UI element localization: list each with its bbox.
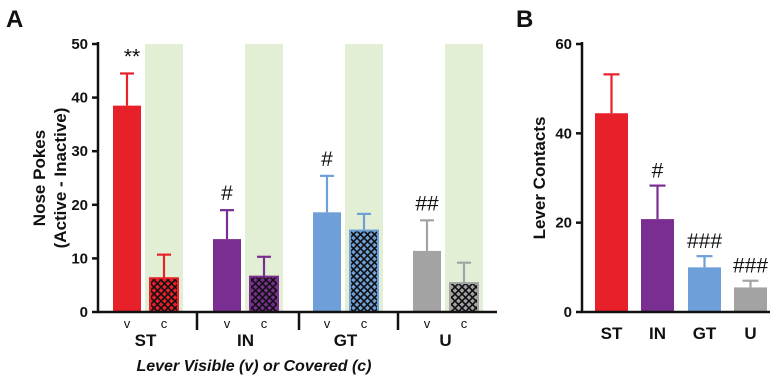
panel-b-ytick-label: 0 [564, 304, 572, 321]
panel-b-xtick-label: ST [601, 324, 623, 343]
panel-a-ytick-label: 10 [71, 250, 88, 267]
bar-b-st [595, 113, 628, 312]
panel-a-cond-label-v: v [224, 316, 231, 331]
panel-a-letter: A [6, 6, 23, 33]
panel-b-ytick-label: 60 [555, 36, 572, 53]
panel-a-ytick-label: 30 [71, 143, 88, 160]
bar-st-visible [113, 105, 141, 312]
bar-b-gt [688, 267, 721, 312]
panel-b-letter: B [516, 6, 533, 33]
bar-gt-covered [349, 229, 379, 313]
panel-b-ylabel: Lever Contacts [530, 117, 549, 240]
panel-a-cond-label-v: v [324, 316, 331, 331]
panel-b-xtick-label: GT [693, 324, 717, 343]
panel-b-xtick-label: IN [649, 324, 666, 343]
panel-a-xlabel: Lever Visible (v) or Covered (c) [136, 358, 371, 375]
bar-gt-visible [313, 212, 341, 312]
panel-b-ytick-label: 40 [555, 125, 572, 142]
bar-in-covered [249, 275, 279, 313]
panel-b-xtick-label: U [744, 324, 756, 343]
panel-a-ytick-label: 50 [71, 36, 88, 53]
panel-a-cond-label-c: c [261, 316, 268, 331]
panel-a-cond-label-v: v [124, 316, 131, 331]
bar-in-visible-annotation: # [221, 182, 233, 205]
panel-a-cond-label-c: c [161, 316, 168, 331]
bar-u-covered [449, 282, 479, 313]
panel-a-cond-label-c: c [461, 316, 468, 331]
bar-in-visible [213, 239, 241, 312]
panel-a-group-label: GT [334, 331, 358, 350]
panel-a-shading [145, 44, 483, 312]
panel-a-ytick-label: 0 [80, 304, 88, 321]
panel-b-bars: ####### [595, 73, 768, 312]
panel-a-ylabel-line1: Nose Pokes [30, 130, 49, 226]
panel-a-ytick-label: 20 [71, 197, 88, 214]
bar-u-visible [413, 250, 441, 312]
bar-b-in [641, 219, 674, 312]
panel-a-group-label: ST [135, 331, 157, 350]
panel-a-ylabel-line2: (Active - Inactive) [51, 108, 70, 249]
bar-b-u [734, 287, 767, 312]
panel-b-axes: ST IN GT U 0 20 40 60 [555, 36, 770, 343]
bar-b-in-annotation: # [652, 160, 664, 183]
bar-gt-visible-annotation: # [321, 148, 333, 171]
panel-a-cond-label-c: c [361, 316, 368, 331]
bar-b-gt-annotation: ### [687, 230, 722, 253]
bar-st-covered [149, 277, 179, 313]
panel-a-group-label: IN [237, 331, 254, 350]
panel-b-ytick-label: 20 [555, 215, 572, 232]
panel-a-ytick-label: 40 [71, 90, 88, 107]
bar-st-visible-annotation: ** [124, 45, 140, 68]
panel-a-cond-label-v: v [424, 316, 431, 331]
panel-a-group-label: U [439, 331, 451, 350]
bar-u-visible-annotation: ## [415, 192, 439, 215]
bar-b-u-annotation: ### [733, 255, 768, 278]
